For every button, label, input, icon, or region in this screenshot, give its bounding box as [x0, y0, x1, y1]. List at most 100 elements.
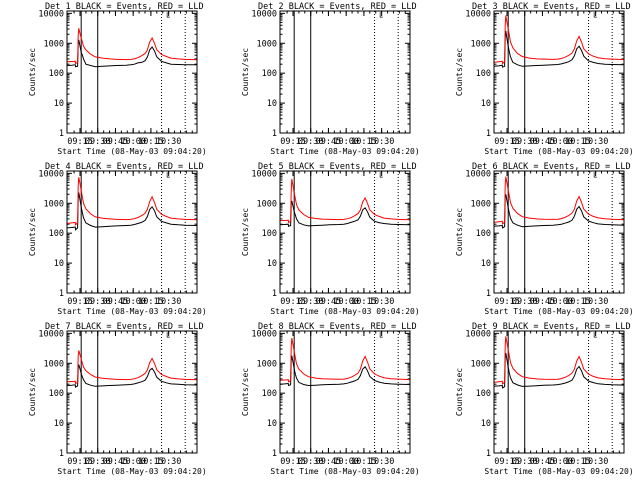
panel-det-6: Det 6 BLACK = Events, RED = LLD Counts/se… — [455, 162, 634, 316]
x-tick-label: 09:30 — [512, 137, 538, 147]
y-tick-label: 10 — [54, 259, 64, 269]
x-tick-label: 10:00 — [120, 297, 146, 307]
y-tick-label: 10 — [267, 99, 277, 109]
legend-glyph: └ — [165, 332, 171, 343]
y-axis-label: Counts/sec — [455, 48, 464, 96]
x-tick-label: 10:15 — [138, 137, 164, 147]
y-tick-label: 1000 — [44, 39, 64, 49]
plot-frame — [493, 10, 625, 134]
y-tick-label: 1000 — [44, 199, 64, 209]
x-tick-label: 10:00 — [547, 297, 573, 307]
y-tick-label: 10 — [54, 419, 64, 429]
x-tick-label: 10:00 — [333, 137, 359, 147]
y-tick-label: 1 — [272, 129, 277, 139]
x-tick-label: 09:45 — [103, 297, 129, 307]
x-tick-label: 09:30 — [85, 297, 111, 307]
y-tick-label: 10 — [481, 99, 491, 109]
panel-title: Det 4 BLACK = Events, RED = LLD — [45, 162, 204, 172]
x-tick-label: 10:15 — [351, 457, 377, 467]
x-axis-label: Start Time (08-May-03 09:04:20) — [57, 467, 206, 476]
legend-glyph: └ — [378, 172, 384, 183]
x-tick-label: 10:00 — [333, 457, 359, 467]
x-tick-label: 09:15 — [494, 457, 520, 467]
y-tick-label: 100 — [476, 229, 491, 239]
series-line-lld — [67, 350, 197, 385]
y-tick-label: 10000 — [465, 329, 491, 339]
legend-glyph: └ — [378, 12, 384, 23]
x-tick-label: 10:00 — [547, 137, 573, 147]
panel-det-4: Det 4 BLACK = Events, RED = LLD Counts/se… — [28, 162, 207, 316]
x-tick-label: 09:30 — [298, 457, 324, 467]
y-tick-label: 100 — [49, 229, 64, 239]
panel-det-1: Det 1 BLACK = Events, RED = LLD Counts/se… — [28, 2, 207, 156]
x-axis-label: Start Time (08-May-03 09:04:20) — [484, 147, 633, 156]
panel-title: Det 8 BLACK = Events, RED = LLD — [258, 322, 417, 332]
panel-title: Det 7 BLACK = Events, RED = LLD — [45, 322, 204, 332]
panel-det-8: Det 8 BLACK = Events, RED = LLD Counts/se… — [241, 322, 420, 476]
x-tick-label: 10:30 — [369, 137, 395, 147]
plot-frame — [66, 170, 198, 294]
y-tick-label: 10000 — [465, 9, 491, 19]
y-axis-label: Counts/sec — [241, 368, 250, 416]
x-tick-label: 10:30 — [156, 457, 182, 467]
series-line-lld — [67, 28, 197, 65]
y-tick-label: 10000 — [38, 169, 64, 179]
x-axis-label: Start Time (08-May-03 09:04:20) — [57, 147, 206, 156]
y-tick-label: 100 — [49, 69, 64, 79]
x-tick-label: 10:15 — [138, 297, 164, 307]
y-tick-label: 10000 — [251, 9, 277, 19]
y-tick-label: 1 — [486, 289, 491, 299]
x-tick-label: 09:15 — [494, 137, 520, 147]
x-tick-label: 09:45 — [530, 137, 556, 147]
legend-glyph: └ — [378, 332, 384, 343]
x-tick-label: 09:15 — [280, 297, 306, 307]
x-tick-label: 10:15 — [138, 457, 164, 467]
x-tick-label: 10:30 — [583, 137, 609, 147]
x-tick-label: 09:45 — [316, 137, 342, 147]
x-axis-label: Start Time (08-May-03 09:04:20) — [270, 147, 419, 156]
y-tick-label: 100 — [262, 389, 277, 399]
x-tick-label: 10:30 — [583, 297, 609, 307]
x-tick-label: 10:30 — [156, 297, 182, 307]
y-tick-label: 100 — [262, 69, 277, 79]
series-line-events — [280, 200, 410, 228]
x-tick-label: 09:45 — [316, 457, 342, 467]
x-tick-label: 10:30 — [369, 297, 395, 307]
panel-title: Det 6 BLACK = Events, RED = LLD — [472, 162, 631, 172]
x-tick-label: 10:15 — [351, 297, 377, 307]
panel-title: Det 9 BLACK = Events, RED = LLD — [472, 322, 631, 332]
panel-title: Det 5 BLACK = Events, RED = LLD — [258, 162, 417, 172]
y-tick-label: 10000 — [38, 329, 64, 339]
y-tick-label: 10 — [54, 99, 64, 109]
x-tick-label: 09:30 — [512, 457, 538, 467]
x-tick-label: 10:30 — [156, 137, 182, 147]
legend-glyph: └ — [165, 172, 171, 183]
panel-det-5: Det 5 BLACK = Events, RED = LLD Counts/se… — [241, 162, 420, 316]
series-line-lld — [280, 337, 410, 383]
x-tick-label: 10:15 — [565, 137, 591, 147]
y-tick-label: 1000 — [471, 39, 491, 49]
y-tick-label: 1000 — [257, 359, 277, 369]
y-tick-label: 100 — [476, 389, 491, 399]
legend-glyph: └ — [592, 332, 598, 343]
y-tick-label: 1000 — [257, 199, 277, 209]
x-axis-label: Start Time (08-May-03 09:04:20) — [484, 467, 633, 476]
plot-frame — [279, 330, 411, 454]
x-tick-label: 09:45 — [103, 137, 129, 147]
x-tick-label: 10:15 — [565, 297, 591, 307]
y-tick-label: 100 — [476, 69, 491, 79]
x-tick-label: 09:15 — [67, 457, 93, 467]
y-tick-label: 10 — [267, 259, 277, 269]
y-tick-label: 10000 — [251, 329, 277, 339]
y-axis-label: Counts/sec — [28, 48, 37, 96]
y-tick-label: 10000 — [465, 169, 491, 179]
plot-frame — [66, 330, 198, 454]
panel-title: Det 2 BLACK = Events, RED = LLD — [258, 2, 417, 12]
panel-det-7: Det 7 BLACK = Events, RED = LLD Counts/se… — [28, 322, 207, 476]
y-tick-label: 100 — [262, 229, 277, 239]
y-axis-label: Counts/sec — [28, 368, 37, 416]
series-line-lld — [67, 177, 197, 226]
x-tick-label: 09:15 — [280, 457, 306, 467]
